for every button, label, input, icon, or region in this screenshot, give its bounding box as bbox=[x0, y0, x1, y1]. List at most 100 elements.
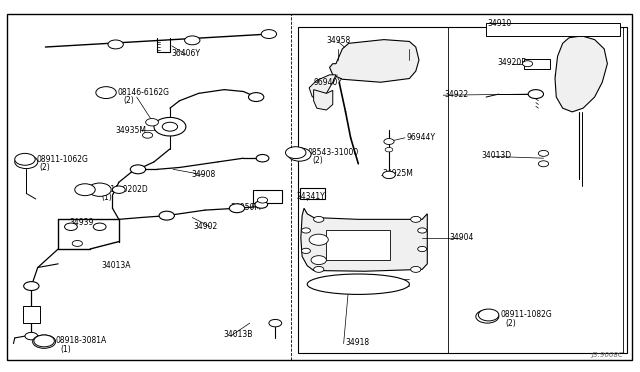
Text: 34920E: 34920E bbox=[497, 58, 527, 67]
Text: N: N bbox=[22, 156, 28, 162]
Circle shape bbox=[288, 148, 311, 161]
Circle shape bbox=[411, 266, 421, 272]
Polygon shape bbox=[330, 39, 419, 82]
Text: (2): (2) bbox=[39, 163, 50, 172]
Circle shape bbox=[538, 161, 548, 167]
Bar bbox=[326, 231, 390, 260]
Circle shape bbox=[314, 217, 324, 222]
Circle shape bbox=[257, 197, 268, 203]
Polygon shape bbox=[314, 90, 333, 110]
Circle shape bbox=[33, 335, 56, 348]
Circle shape bbox=[34, 335, 54, 347]
Text: 36406Y: 36406Y bbox=[172, 49, 201, 58]
Circle shape bbox=[418, 246, 427, 251]
Circle shape bbox=[131, 165, 146, 174]
Circle shape bbox=[154, 118, 186, 136]
Text: 34908: 34908 bbox=[191, 170, 215, 179]
Circle shape bbox=[184, 36, 200, 45]
Circle shape bbox=[522, 61, 532, 67]
Text: 34918: 34918 bbox=[346, 338, 370, 347]
Text: (1): (1) bbox=[102, 193, 113, 202]
Circle shape bbox=[75, 184, 95, 196]
Text: B: B bbox=[97, 185, 102, 194]
Text: 34925M: 34925M bbox=[383, 169, 413, 178]
Text: S: S bbox=[293, 150, 298, 155]
Text: 34910: 34910 bbox=[487, 19, 511, 28]
Bar bbox=[486, 23, 620, 36]
Circle shape bbox=[269, 320, 282, 327]
Bar bbox=[300, 188, 325, 199]
Text: 34958: 34958 bbox=[326, 36, 351, 45]
Circle shape bbox=[25, 333, 38, 340]
Text: (2): (2) bbox=[312, 156, 323, 165]
Text: 34922: 34922 bbox=[445, 90, 468, 99]
Circle shape bbox=[309, 234, 328, 245]
Circle shape bbox=[113, 186, 125, 193]
Text: 24341Y: 24341Y bbox=[296, 192, 325, 201]
Circle shape bbox=[411, 217, 421, 222]
Circle shape bbox=[311, 256, 326, 264]
Circle shape bbox=[163, 122, 177, 131]
Text: 08918-3081A: 08918-3081A bbox=[56, 336, 107, 346]
Circle shape bbox=[256, 154, 269, 162]
Circle shape bbox=[15, 155, 38, 169]
Ellipse shape bbox=[346, 52, 355, 60]
Circle shape bbox=[72, 240, 83, 246]
Circle shape bbox=[24, 282, 39, 291]
Text: N: N bbox=[484, 312, 491, 321]
Text: 08911-1082G: 08911-1082G bbox=[500, 311, 552, 320]
Text: N: N bbox=[41, 338, 47, 344]
Text: 34013A: 34013A bbox=[102, 261, 131, 270]
Bar bbox=[253, 190, 282, 203]
Bar bbox=[524, 59, 550, 69]
Circle shape bbox=[301, 248, 310, 253]
Bar bbox=[23, 307, 40, 323]
Text: 34904: 34904 bbox=[449, 232, 474, 242]
Text: 34950M: 34950M bbox=[230, 203, 262, 212]
Circle shape bbox=[314, 266, 324, 272]
Polygon shape bbox=[309, 75, 336, 97]
Circle shape bbox=[146, 119, 159, 126]
Polygon shape bbox=[555, 36, 607, 112]
Circle shape bbox=[65, 223, 77, 231]
Text: J3:9008C: J3:9008C bbox=[591, 352, 623, 358]
Text: 08911-1062G: 08911-1062G bbox=[36, 155, 88, 164]
Bar bbox=[448, 27, 623, 353]
Text: B: B bbox=[83, 187, 88, 193]
Circle shape bbox=[108, 40, 124, 49]
Circle shape bbox=[385, 147, 393, 152]
Circle shape bbox=[476, 310, 499, 323]
Text: (2): (2) bbox=[505, 319, 516, 328]
Circle shape bbox=[159, 211, 174, 220]
Text: 96940Y: 96940Y bbox=[314, 78, 342, 87]
Text: 34013B: 34013B bbox=[223, 330, 252, 340]
Circle shape bbox=[248, 93, 264, 102]
Circle shape bbox=[383, 171, 396, 179]
Circle shape bbox=[15, 153, 35, 165]
Circle shape bbox=[143, 132, 153, 138]
Ellipse shape bbox=[372, 52, 380, 60]
Bar bbox=[298, 27, 627, 353]
Text: (2): (2) bbox=[124, 96, 134, 105]
Circle shape bbox=[384, 138, 394, 144]
Text: 34902: 34902 bbox=[193, 221, 218, 231]
Ellipse shape bbox=[307, 274, 410, 294]
Text: 08146-6162G: 08146-6162G bbox=[118, 88, 170, 97]
Text: N: N bbox=[486, 312, 492, 318]
Circle shape bbox=[229, 204, 244, 213]
Text: 34935M: 34935M bbox=[116, 126, 147, 135]
Circle shape bbox=[255, 201, 268, 208]
Circle shape bbox=[528, 90, 543, 99]
Text: (1): (1) bbox=[61, 344, 72, 353]
Circle shape bbox=[261, 30, 276, 38]
Circle shape bbox=[301, 228, 310, 233]
Circle shape bbox=[88, 183, 111, 196]
Text: B: B bbox=[104, 90, 109, 96]
Ellipse shape bbox=[359, 52, 367, 60]
Text: 08543-31000: 08543-31000 bbox=[307, 148, 358, 157]
Text: 08111-0202D: 08111-0202D bbox=[97, 185, 148, 194]
Ellipse shape bbox=[385, 52, 393, 60]
Circle shape bbox=[96, 87, 116, 99]
Polygon shape bbox=[301, 208, 428, 271]
Text: N: N bbox=[41, 337, 47, 346]
